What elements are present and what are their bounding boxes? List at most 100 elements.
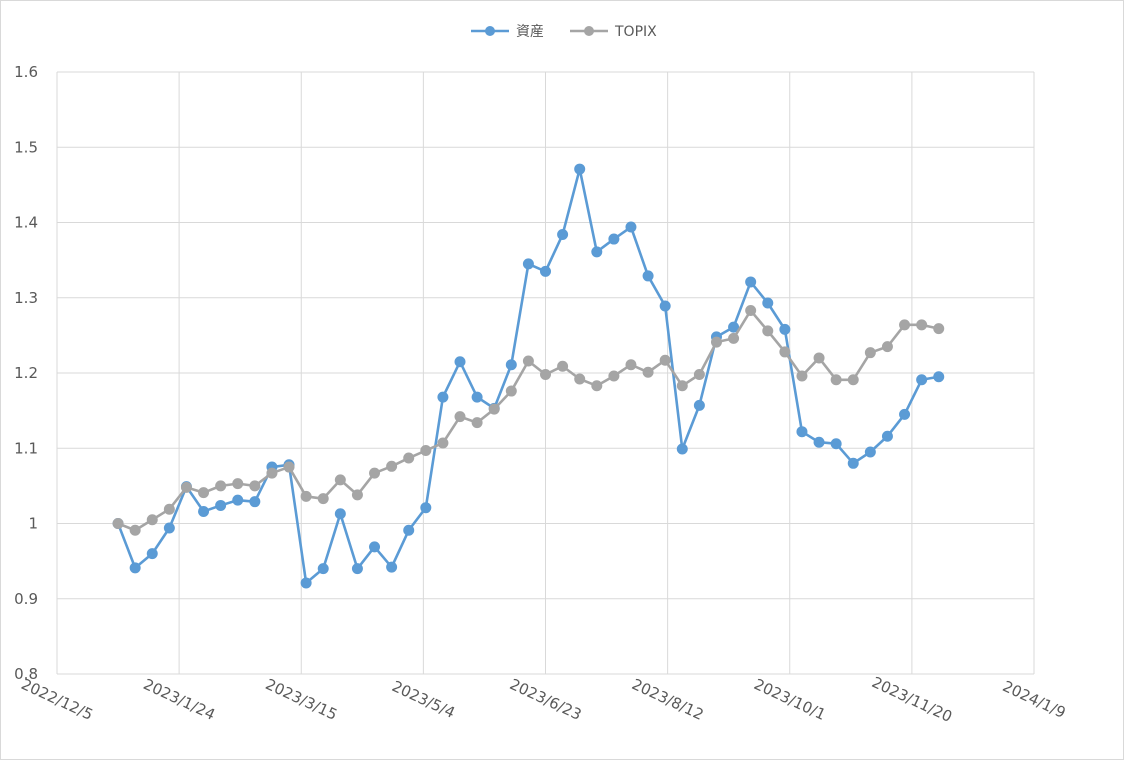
data-point — [813, 352, 825, 364]
data-point — [198, 505, 210, 517]
data-point — [642, 270, 654, 282]
legend-label: TOPIX — [614, 24, 657, 40]
data-point — [779, 323, 791, 335]
data-point — [728, 321, 740, 333]
data-point — [180, 481, 192, 493]
data-point — [112, 518, 124, 529]
data-point — [796, 370, 808, 382]
legend: 資産 TOPIX — [471, 24, 657, 40]
data-point — [881, 430, 893, 442]
legend-marker — [485, 26, 495, 36]
data-point — [745, 276, 757, 288]
data-point — [933, 323, 945, 335]
data-point — [574, 163, 586, 175]
data-point — [146, 514, 158, 526]
data-point — [129, 524, 141, 536]
series-1 — [112, 163, 945, 589]
data-point — [386, 460, 398, 472]
data-point — [557, 229, 569, 241]
data-point — [522, 355, 534, 367]
data-point — [437, 437, 449, 449]
data-point — [249, 480, 261, 492]
data-point — [762, 325, 774, 337]
data-point — [454, 356, 466, 368]
data-point — [317, 563, 329, 575]
data-point — [505, 359, 517, 371]
y-tick-label: 1.6 — [14, 63, 38, 81]
data-point — [659, 300, 671, 312]
data-point — [813, 436, 825, 448]
data-point — [317, 493, 329, 505]
data-point — [522, 258, 534, 270]
data-point — [728, 332, 740, 344]
data-point — [916, 319, 928, 331]
data-point — [676, 380, 688, 392]
data-point — [232, 478, 244, 490]
y-tick-label: 0.8 — [14, 665, 38, 683]
data-point — [916, 374, 928, 386]
data-point — [283, 461, 295, 473]
data-point — [454, 411, 466, 423]
legend-label: 資産 — [516, 24, 544, 40]
data-point — [215, 480, 227, 492]
data-point — [899, 408, 911, 420]
data-point — [847, 374, 859, 386]
data-point — [659, 354, 671, 366]
data-point — [369, 467, 381, 479]
data-point — [420, 445, 432, 457]
y-tick-label: 1 — [28, 515, 38, 533]
data-point — [369, 541, 381, 553]
data-point — [540, 265, 551, 277]
data-point — [198, 487, 210, 499]
data-point — [351, 563, 363, 575]
data-point — [830, 374, 842, 386]
data-point — [334, 508, 346, 520]
data-point — [249, 496, 261, 508]
data-point — [557, 360, 569, 372]
data-point — [300, 577, 312, 589]
data-point — [334, 474, 346, 486]
data-point — [745, 305, 757, 317]
data-point — [471, 417, 483, 429]
legend-marker — [584, 26, 594, 36]
data-point — [796, 426, 808, 438]
y-tick-label: 0.9 — [14, 590, 38, 608]
y-tick-label: 1.1 — [14, 439, 38, 457]
data-point — [642, 366, 654, 378]
data-point — [625, 221, 637, 233]
data-point — [215, 499, 227, 511]
data-point — [437, 391, 449, 403]
data-point — [591, 380, 603, 392]
data-point — [488, 403, 500, 415]
data-point — [146, 548, 158, 560]
data-point — [881, 341, 893, 353]
data-point — [403, 452, 415, 464]
data-point — [762, 297, 774, 309]
data-point — [591, 246, 603, 258]
data-point — [710, 336, 722, 348]
data-point — [779, 346, 791, 358]
data-point — [471, 391, 483, 403]
data-point — [540, 369, 551, 381]
data-point — [693, 399, 705, 411]
data-point — [676, 443, 688, 455]
data-point — [163, 503, 175, 515]
data-point — [933, 371, 945, 383]
data-point — [864, 446, 876, 458]
data-point — [608, 370, 620, 382]
y-tick-label: 1.5 — [14, 138, 38, 156]
data-point — [864, 347, 876, 359]
data-point — [300, 490, 312, 502]
legend-item-2: TOPIX — [570, 24, 657, 40]
data-point — [232, 494, 244, 506]
legend-item-1: 資産 — [471, 24, 544, 40]
data-point — [129, 562, 141, 574]
data-point — [386, 561, 398, 573]
y-tick-label: 1.4 — [14, 214, 38, 232]
y-tick-label: 1.3 — [14, 289, 38, 307]
data-point — [266, 467, 278, 479]
data-point — [574, 373, 586, 385]
